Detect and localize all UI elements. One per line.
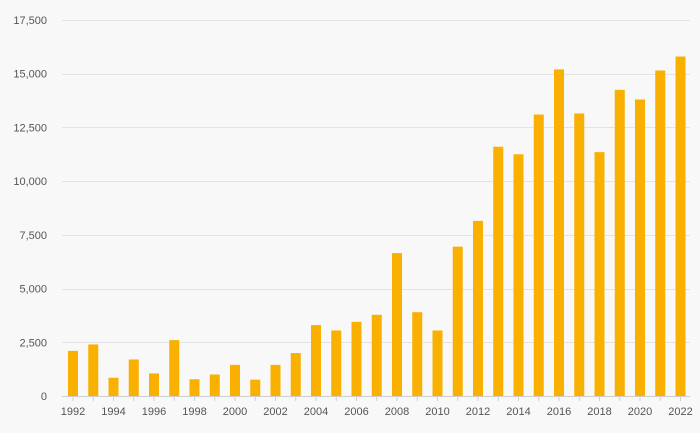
bar-1999 — [209, 374, 220, 396]
bar-1995 — [128, 359, 139, 396]
bar-1998 — [189, 379, 200, 396]
x-tick-label: 1994 — [101, 406, 125, 418]
axes — [62, 396, 690, 401]
x-tick-label: 2014 — [506, 406, 530, 418]
y-tick-labels: 0 2,500 5,000 7,500 10,000 12,500 15,000 17,500 — [13, 15, 47, 403]
y-tick-label: 0 — [41, 391, 47, 403]
x-tick-label: 1998 — [182, 406, 206, 418]
bar-2004 — [311, 325, 321, 396]
y-tick-label: 5,000 — [19, 284, 47, 296]
bar-2003 — [290, 353, 301, 396]
bar-2018 — [594, 152, 605, 396]
bar-1997 — [169, 340, 180, 396]
y-tick-label: 10,000 — [13, 176, 47, 188]
x-tick-label: 2020 — [628, 406, 652, 418]
bar-2019 — [614, 89, 625, 396]
x-tick-label: 2016 — [547, 406, 571, 418]
x-tick-label: 1992 — [61, 406, 85, 418]
x-tick-labels: 1992 1994 1996 1998 2000 2002 2004 2006 2008 2010… — [61, 406, 693, 418]
bar-2010 — [432, 330, 443, 396]
x-tick-label: 2002 — [263, 406, 287, 418]
bar-2005 — [331, 330, 342, 396]
x-tick-label: 2000 — [223, 406, 247, 418]
bar-2007 — [371, 314, 382, 396]
bar-2014 — [513, 154, 524, 396]
x-tick-label: 1996 — [142, 406, 166, 418]
bar-2017 — [574, 113, 585, 397]
bar-1993 — [88, 344, 99, 396]
bar-1992 — [68, 350, 78, 396]
x-tick-label: 2006 — [344, 406, 368, 418]
bar-2013 — [493, 146, 504, 396]
bar-2022 — [675, 56, 686, 396]
bars — [68, 56, 686, 397]
bar-2020 — [635, 99, 645, 396]
y-tick-label: 12,500 — [13, 122, 47, 134]
bar-2009 — [412, 312, 423, 396]
bar-2000 — [230, 364, 240, 396]
bar-2012 — [473, 220, 483, 396]
x-tick-label: 2010 — [425, 406, 449, 418]
x-tick-label: 2008 — [385, 406, 409, 418]
gridlines — [62, 20, 690, 343]
bar-1996 — [149, 373, 159, 396]
y-tick-label: 15,000 — [13, 69, 47, 81]
x-tick-label: 2022 — [668, 406, 692, 418]
y-tick-label: 7,500 — [19, 230, 47, 242]
bar-2021 — [655, 70, 666, 397]
bar-2016 — [554, 69, 564, 397]
bar-2008 — [392, 253, 402, 396]
x-tick-label: 2012 — [466, 406, 490, 418]
x-tick-label: 2004 — [304, 406, 328, 418]
bar-2001 — [250, 379, 261, 396]
bar-1994 — [108, 377, 119, 396]
bar-2015 — [533, 114, 544, 396]
bar-2006 — [351, 321, 362, 396]
bar-2011 — [452, 246, 463, 396]
bar-2002 — [270, 364, 281, 396]
x-tick-label: 2018 — [587, 406, 611, 418]
y-tick-label: 17,500 — [13, 15, 47, 27]
y-tick-label: 2,500 — [19, 337, 47, 349]
